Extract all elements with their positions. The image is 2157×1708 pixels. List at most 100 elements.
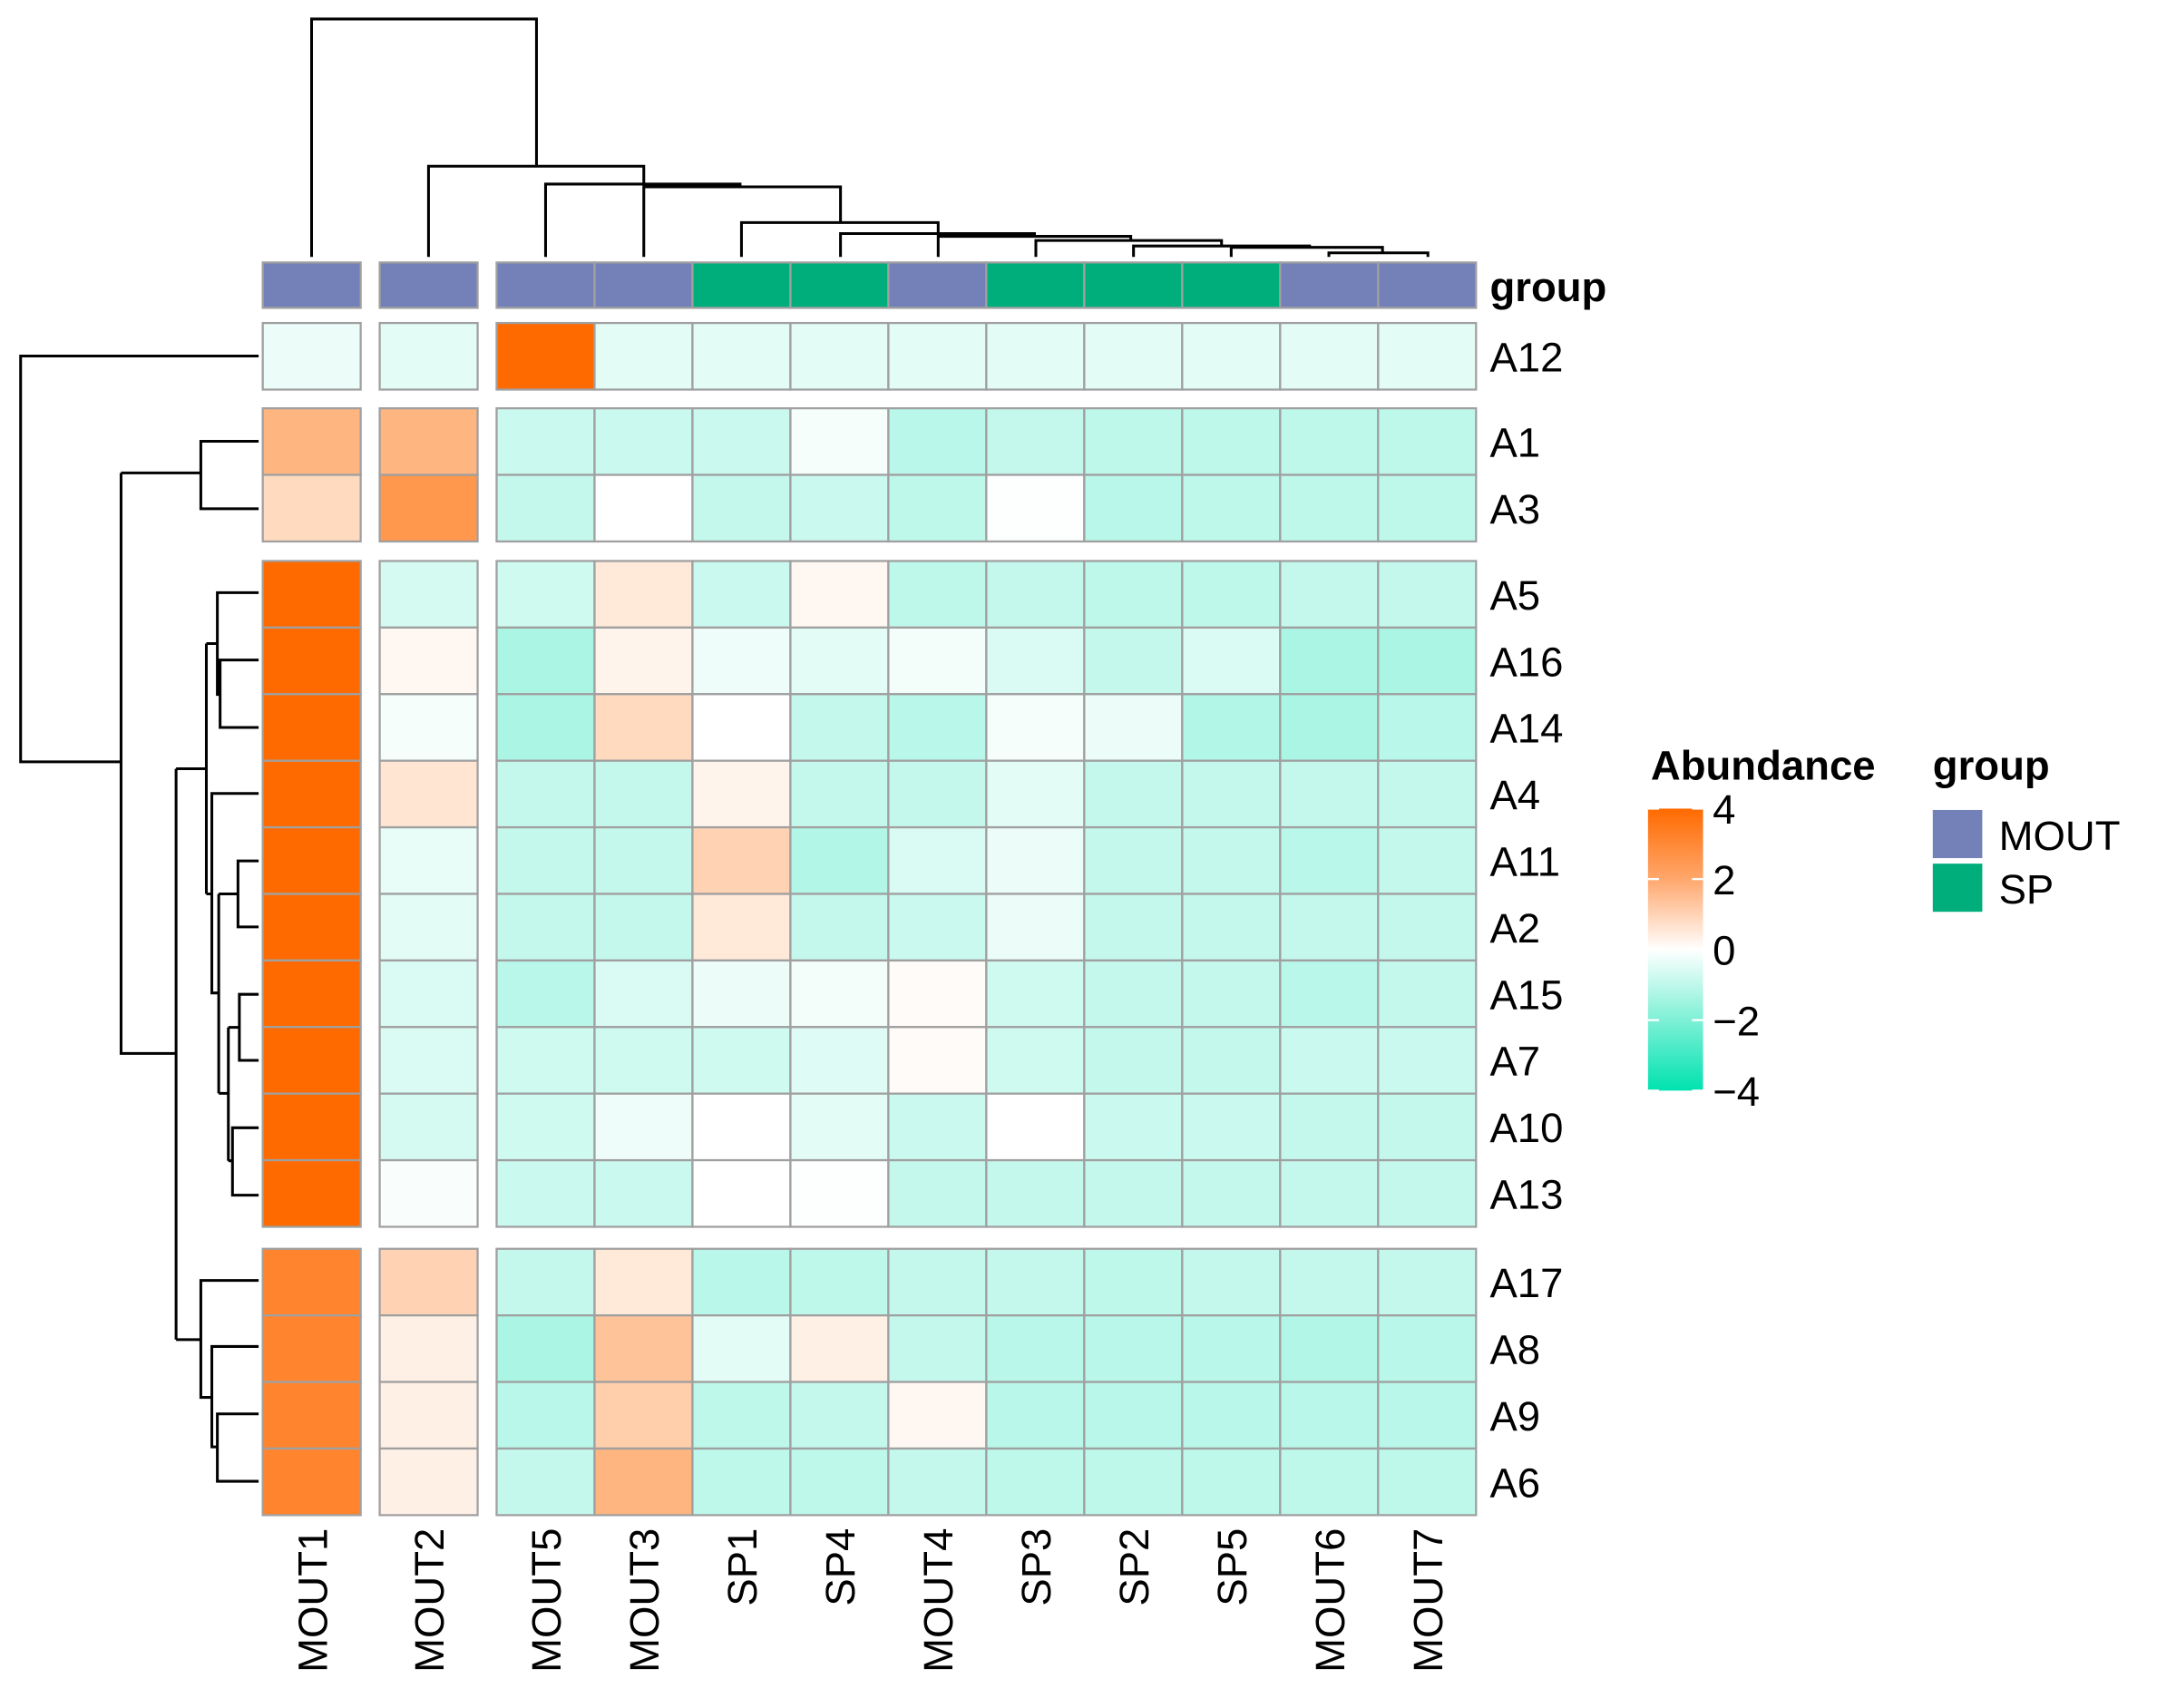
heatmap-cell bbox=[1377, 759, 1478, 829]
group-annotation-cell bbox=[261, 261, 362, 309]
row-dendro-branch bbox=[176, 643, 209, 894]
row-label: A5 bbox=[1489, 572, 1540, 619]
column-label: MOUT4 bbox=[915, 1528, 961, 1673]
heatmap-cell bbox=[1083, 959, 1184, 1029]
heatmap-cell bbox=[1181, 825, 1282, 895]
heatmap-cell bbox=[593, 1381, 694, 1450]
heatmap-cell bbox=[495, 1092, 596, 1162]
heatmap-cell bbox=[1279, 825, 1380, 895]
group-annotation-cell bbox=[1377, 261, 1478, 309]
heatmap-cell bbox=[1181, 1158, 1282, 1228]
heatmap-cell bbox=[789, 1158, 890, 1228]
heatmap-cell bbox=[1279, 626, 1380, 696]
heatmap-cell bbox=[691, 693, 792, 762]
heatmap-cell bbox=[789, 1314, 890, 1383]
heatmap-cell bbox=[789, 1247, 890, 1317]
heatmap-cell bbox=[887, 473, 988, 543]
heatmap-cell bbox=[378, 626, 479, 696]
heatmap-cell bbox=[261, 1314, 362, 1383]
heatmap-cell bbox=[495, 1381, 596, 1450]
heatmap-cell bbox=[691, 893, 792, 962]
heatmap-cell bbox=[261, 473, 362, 543]
heatmap-cell bbox=[887, 893, 988, 962]
heatmap-cell bbox=[1181, 893, 1282, 962]
row-label: A14 bbox=[1489, 706, 1563, 752]
row-label: A11 bbox=[1489, 838, 1560, 884]
row-labels: A12 A1 A3 A5 A16 A14 A4 A11 A2 A15 A7 A10 A13 A17 A8 A9… bbox=[1489, 334, 1563, 1506]
heatmap-cell bbox=[1083, 693, 1184, 762]
column-label: MOUT3 bbox=[621, 1528, 668, 1673]
heatmap-cell bbox=[1377, 626, 1478, 696]
heatmap-cell bbox=[1377, 693, 1478, 762]
row-dendro-branch bbox=[219, 992, 259, 1197]
heatmap-cell bbox=[691, 560, 792, 630]
heatmap-cell bbox=[1279, 693, 1380, 762]
color-legend-title: Abundance bbox=[1651, 743, 1876, 789]
heatmap-cell bbox=[1279, 321, 1380, 391]
heatmap-cell bbox=[887, 406, 988, 476]
heatmap-cell bbox=[691, 1092, 792, 1162]
heatmap-cell bbox=[1377, 1092, 1478, 1162]
heatmap-cell bbox=[593, 626, 694, 696]
heatmap-cell bbox=[495, 1314, 596, 1383]
column-label: SP3 bbox=[1013, 1528, 1059, 1606]
heatmap-cell bbox=[789, 1092, 890, 1162]
heatmap-cell bbox=[691, 321, 792, 391]
heatmap-cell bbox=[1279, 473, 1380, 543]
heatmap-cell bbox=[1083, 1158, 1184, 1228]
heatmap-cell bbox=[261, 693, 362, 762]
heatmap-cell bbox=[887, 1447, 988, 1517]
heatmap-cell bbox=[495, 321, 596, 391]
group-annotation-cell bbox=[789, 261, 890, 309]
group-annotation-cell bbox=[1083, 261, 1184, 309]
column-label: MOUT6 bbox=[1307, 1528, 1353, 1673]
heatmap-cell bbox=[593, 693, 694, 762]
heatmap-cell bbox=[1377, 1314, 1478, 1383]
col-dendro-branch bbox=[1229, 246, 1384, 258]
heatmap-cell bbox=[1181, 1381, 1282, 1450]
heatmap-cell bbox=[985, 560, 1086, 630]
heatmap-cell bbox=[887, 959, 988, 1029]
heatmap-cell bbox=[789, 693, 890, 762]
heatmap-cell bbox=[1083, 1092, 1184, 1162]
heatmap-cell bbox=[1377, 321, 1478, 391]
heatmap-cell bbox=[789, 473, 890, 543]
col-dendro-branch bbox=[839, 232, 1036, 258]
heatmap-cell bbox=[261, 1092, 362, 1162]
group-legend-label: MOUT bbox=[1999, 813, 2121, 859]
heatmap-cell bbox=[985, 893, 1086, 962]
col-dendro-branch bbox=[936, 235, 1133, 258]
group-legend: group MOUT SP bbox=[1932, 743, 2121, 913]
row-label: A17 bbox=[1489, 1260, 1563, 1306]
heatmap-cell bbox=[593, 1092, 694, 1162]
heatmap-cell bbox=[1377, 406, 1478, 476]
heatmap-cell bbox=[1279, 406, 1380, 476]
heatmap-cell bbox=[261, 1247, 362, 1317]
heatmap-cell bbox=[1083, 321, 1184, 391]
heatmap-cell bbox=[887, 759, 988, 829]
heatmap-cell bbox=[1083, 759, 1184, 829]
heatmap-cell bbox=[691, 1247, 792, 1317]
heatmap-cell bbox=[1083, 825, 1184, 895]
heatmap-cell bbox=[789, 759, 890, 829]
row-label: A2 bbox=[1489, 905, 1540, 952]
row-dendro-branch bbox=[206, 792, 259, 995]
heatmap-cell bbox=[1279, 1247, 1380, 1317]
heatmap-cell bbox=[887, 560, 988, 630]
heatmap-cell bbox=[985, 1092, 1086, 1162]
group-annotation-cell bbox=[495, 261, 596, 309]
heatmap-cell bbox=[378, 560, 479, 630]
heatmap-cell bbox=[789, 893, 890, 962]
row-dendro-branch bbox=[19, 354, 259, 764]
color-legend-tick-label: 2 bbox=[1713, 857, 1735, 903]
group-annotation-cell bbox=[691, 261, 792, 309]
heatmap-cell bbox=[378, 473, 479, 543]
heatmap-cell bbox=[1181, 473, 1282, 543]
group-legend-label: SP bbox=[1999, 866, 2055, 913]
heatmap-cell bbox=[495, 560, 596, 630]
column-label: SP5 bbox=[1209, 1528, 1255, 1606]
heatmap-cell bbox=[1279, 1314, 1380, 1383]
heatmap-cell bbox=[1377, 473, 1478, 543]
heatmap-cell bbox=[1279, 759, 1380, 829]
heatmap-cell bbox=[691, 473, 792, 543]
